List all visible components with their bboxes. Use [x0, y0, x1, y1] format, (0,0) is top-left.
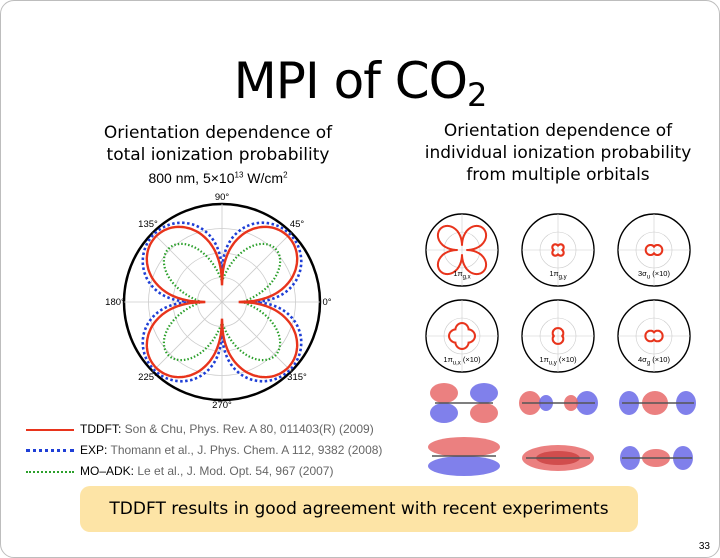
- legend-exp: EXP: Thomann et al., J. Phys. Chem. A 11…: [26, 441, 382, 459]
- slide-title: MPI of CO2: [233, 52, 488, 114]
- orbital-label: 3σu (×10): [638, 269, 670, 281]
- polar-grid-spoke: [152, 232, 292, 372]
- legend-moadk: MO–ADK: Le et al., J. Mod. Opt. 54, 967 …: [26, 462, 333, 480]
- orbital-label: 1πg,x: [453, 269, 470, 281]
- curve-exp: [141, 221, 303, 383]
- isosurface-lobe: [470, 383, 498, 403]
- polar-angle-label: 45°: [290, 219, 305, 230]
- conclusion-banner: TDDFT results in good agreement with rec…: [80, 486, 638, 532]
- page-number: 33: [698, 541, 710, 552]
- polar-angle-label: 270°: [212, 400, 232, 411]
- orbital-probability-curve: [644, 244, 664, 256]
- orbital-probability-curve: [436, 224, 488, 276]
- conditions-text: 800 nm, 5×1013 W/cm2: [148, 170, 288, 186]
- curve-tddft: [145, 225, 299, 379]
- orbital-label: 1πu,x (×10): [443, 355, 481, 367]
- polar-angle-label: 225°: [138, 372, 158, 383]
- orbital-probability-curve: [644, 329, 664, 343]
- right-heading: Orientation dependence of individual ion…: [424, 121, 692, 185]
- isosurface-lobe: [470, 403, 498, 423]
- left-heading: Orientation dependence of total ionizati…: [103, 123, 333, 165]
- isosurface-lobe: [428, 456, 500, 476]
- isosurface-lobe: [430, 403, 458, 423]
- orbital-probability-curve: [551, 243, 565, 257]
- orbital-label: 1πu,y (×10): [539, 355, 577, 367]
- polar-angle-label: 315°: [287, 372, 307, 383]
- orbital-probability-curve: [551, 327, 565, 345]
- isosurface-lobe: [428, 437, 500, 457]
- polar-angle-label: 90°: [215, 192, 230, 203]
- polar-angle-label: 135°: [138, 219, 158, 230]
- polar-angle-label: 180°: [105, 297, 125, 308]
- isosurface-lobe: [430, 383, 458, 403]
- orbital-label: 1πg,y: [549, 269, 566, 281]
- legend-tddft: TDDFT: Son & Chu, Phys. Rev. A 80, 01140…: [26, 420, 374, 438]
- orbital-label: 4σg (×10): [638, 355, 670, 367]
- polar-angle-label: 0°: [322, 297, 331, 308]
- orbital-probability-curve: [448, 322, 476, 350]
